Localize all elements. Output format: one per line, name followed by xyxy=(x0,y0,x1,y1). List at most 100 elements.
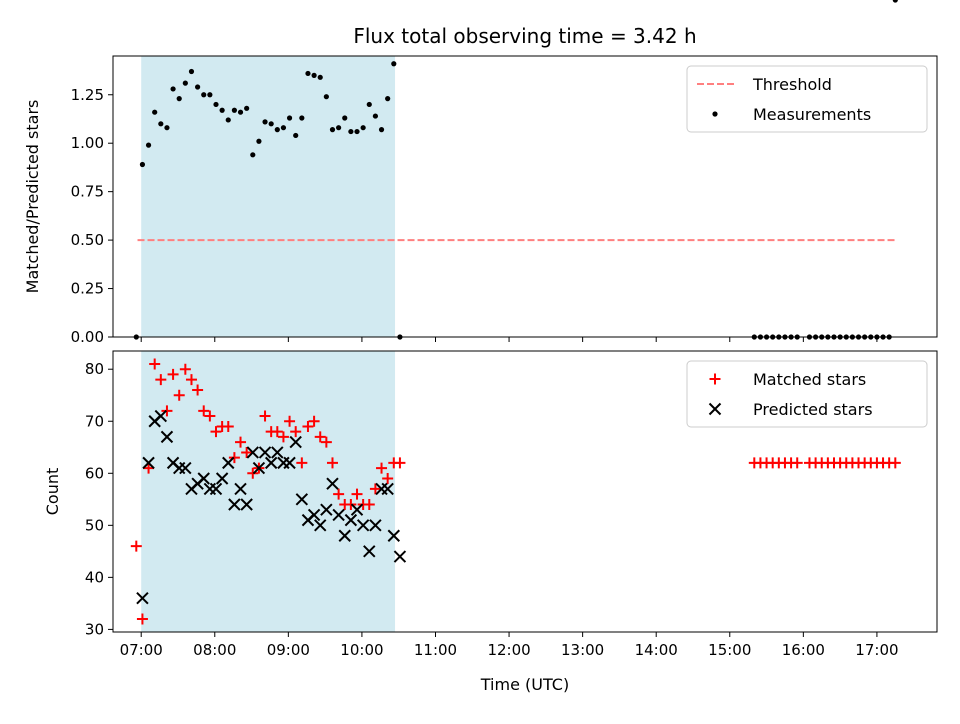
data-point xyxy=(225,117,231,123)
data-point xyxy=(204,410,216,422)
bottom-panel: 07:00 08:00 09:00 10:00 11:00 12:00 13:00 14:00… xyxy=(43,350,938,659)
data-point xyxy=(250,152,256,158)
data-point xyxy=(302,420,314,432)
data-point xyxy=(892,0,898,3)
data-point xyxy=(356,519,370,532)
y-tick-label: 50 xyxy=(85,516,104,534)
data-point xyxy=(219,107,225,113)
y-tick-label: 80 xyxy=(85,360,104,378)
data-point xyxy=(363,545,376,558)
data-point xyxy=(369,519,382,532)
data-point xyxy=(173,389,185,401)
data-point xyxy=(296,457,308,469)
data-point xyxy=(228,452,240,464)
data-point xyxy=(323,94,329,100)
data-point xyxy=(345,499,357,511)
y-tick-label: 0.00 xyxy=(71,328,104,346)
data-point xyxy=(320,436,332,448)
x-tick-label: 12:00 xyxy=(487,641,530,659)
y-tick-label: 0.25 xyxy=(71,280,104,298)
top-panel: 0.00 0.25 0.50 0.75 1.00 1.25 Matched/Predicte… xyxy=(23,0,938,346)
data-point xyxy=(244,105,250,111)
data-point xyxy=(289,435,302,449)
axes-frame xyxy=(112,350,938,633)
data-point xyxy=(351,488,363,500)
data-point xyxy=(311,72,317,78)
x-tick-label: 13:00 xyxy=(561,641,604,659)
data-point xyxy=(262,119,268,125)
data-point xyxy=(283,456,296,470)
data-point xyxy=(317,74,323,80)
data-point xyxy=(158,121,164,127)
data-point xyxy=(154,409,168,423)
data-point xyxy=(305,70,311,77)
data-point xyxy=(274,127,280,133)
y-tick-label: 30 xyxy=(85,620,104,638)
x-tick-label: 09:00 xyxy=(267,641,310,659)
data-point xyxy=(387,529,401,542)
data-point xyxy=(366,101,372,108)
data-point xyxy=(333,488,345,500)
observing-window-band xyxy=(141,56,396,337)
y-axis-label: Matched/Predicted stars xyxy=(23,100,42,294)
data-point xyxy=(235,436,247,448)
data-point xyxy=(393,550,407,563)
legend-box xyxy=(686,65,928,133)
data-point xyxy=(258,446,272,459)
data-point xyxy=(369,483,381,495)
data-point xyxy=(889,457,901,469)
data-point xyxy=(314,431,326,443)
data-point xyxy=(385,96,391,102)
data-point xyxy=(188,68,195,75)
legend: Matched stars Predicted stars xyxy=(686,360,928,428)
y-tick-label: 40 xyxy=(85,568,104,586)
data-point xyxy=(363,499,375,511)
chart-title: Flux total observing time = 3.42 h xyxy=(353,24,696,48)
data-point xyxy=(142,456,155,470)
data-point xyxy=(215,472,229,485)
data-point xyxy=(182,80,188,86)
data-point xyxy=(264,456,278,470)
legend-swatch xyxy=(709,373,721,385)
data-point xyxy=(280,125,287,131)
data-point xyxy=(332,508,345,522)
data-point xyxy=(130,540,142,552)
data-point xyxy=(143,462,155,474)
x-tick-label: 11:00 xyxy=(414,641,457,659)
data-point xyxy=(394,457,406,469)
data-point xyxy=(252,461,266,475)
legend-label: Threshold xyxy=(752,75,832,94)
data-point xyxy=(179,363,191,375)
x-tick-label: 10:00 xyxy=(340,641,383,659)
data-point xyxy=(164,125,170,131)
data-point xyxy=(136,591,149,605)
series-matched-stars xyxy=(130,358,901,625)
data-point xyxy=(246,446,259,459)
data-point xyxy=(320,503,333,516)
data-point xyxy=(342,115,348,121)
data-point xyxy=(176,96,182,102)
data-point xyxy=(136,613,148,625)
data-point xyxy=(378,127,385,133)
data-point xyxy=(192,384,204,396)
data-point xyxy=(228,498,241,511)
data-point xyxy=(209,482,223,496)
data-point xyxy=(247,467,259,479)
data-point xyxy=(197,472,210,485)
data-point xyxy=(271,446,284,459)
data-point xyxy=(290,426,302,438)
data-point xyxy=(271,426,283,438)
data-point xyxy=(222,456,235,470)
y-tick-label: 0.75 xyxy=(71,183,104,201)
x-tick-label: 15:00 xyxy=(708,641,751,659)
data-point xyxy=(185,374,197,386)
legend-box xyxy=(686,360,928,428)
data-point xyxy=(149,358,161,370)
y-tick-label: 60 xyxy=(85,464,104,482)
x-tick-label: 07:00 xyxy=(120,641,163,659)
legend-label: Predicted stars xyxy=(753,400,873,419)
legend-swatch xyxy=(708,402,722,416)
data-point xyxy=(207,92,213,98)
data-point xyxy=(295,493,309,506)
